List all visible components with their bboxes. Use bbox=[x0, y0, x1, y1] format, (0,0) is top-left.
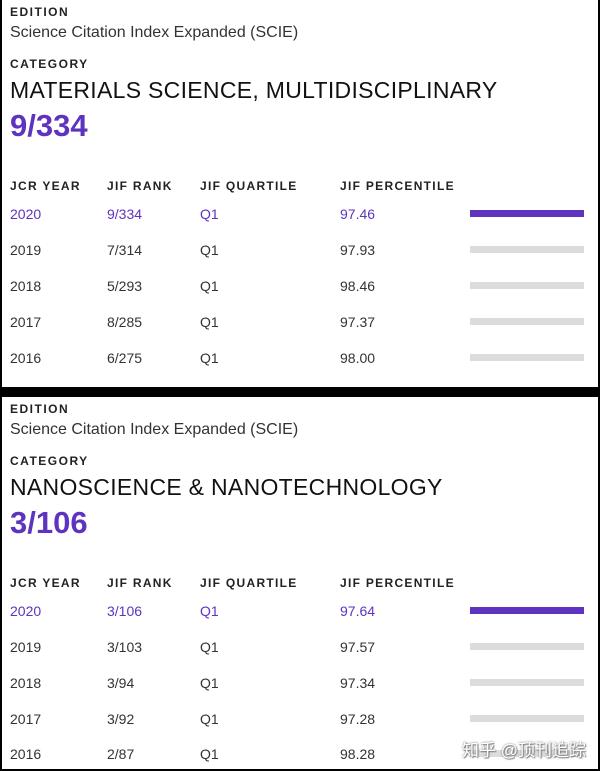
table-cell: Q1 bbox=[200, 314, 219, 330]
percentile-bar bbox=[470, 607, 584, 614]
table-cell: 97.64 bbox=[340, 603, 376, 619]
category-label: CATEGORY bbox=[10, 454, 89, 468]
table-cell: 2019 bbox=[10, 639, 42, 655]
edition-label: EDITION bbox=[10, 402, 70, 416]
jcr-panel-nanoscience: EDITION Science Citation Index Expanded (… bbox=[2, 397, 598, 769]
table-cell: 7/314 bbox=[107, 242, 143, 258]
percentile-bar bbox=[470, 318, 584, 325]
table-cell: 97.37 bbox=[340, 314, 376, 330]
table-cell: 98.46 bbox=[340, 278, 376, 294]
table-cell: 3/94 bbox=[107, 675, 135, 691]
table-cell: Q1 bbox=[200, 278, 219, 294]
edition-value: Science Citation Index Expanded (SCIE) bbox=[10, 24, 299, 41]
percentile-bar bbox=[470, 750, 584, 757]
table-cell: 2017 bbox=[10, 711, 42, 727]
table-cell: 6/275 bbox=[107, 350, 143, 366]
table-cell: Q1 bbox=[200, 350, 219, 366]
table-cell: Q1 bbox=[200, 675, 219, 691]
table-cell: 2016 bbox=[10, 746, 42, 762]
table-cell: Q1 bbox=[200, 603, 219, 619]
percentile-bar bbox=[470, 715, 584, 722]
category-name: NANOSCIENCE & NANOTECHNOLOGY bbox=[10, 474, 443, 500]
column-header: JIF QUARTILE bbox=[200, 179, 298, 193]
column-header: JIF PERCENTILE bbox=[340, 576, 455, 590]
table-cell: Q1 bbox=[200, 242, 219, 258]
table-cell: 5/293 bbox=[107, 278, 143, 294]
percentile-bar bbox=[470, 210, 584, 217]
table-cell: 98.28 bbox=[340, 746, 376, 762]
table-cell: 98.00 bbox=[340, 350, 376, 366]
table-cell: 97.93 bbox=[340, 242, 376, 258]
table-cell: 2020 bbox=[10, 206, 42, 222]
column-header: JIF RANK bbox=[107, 179, 173, 193]
column-header: JCR YEAR bbox=[10, 179, 81, 193]
table-cell: 2019 bbox=[10, 242, 42, 258]
percentile-bar bbox=[470, 354, 584, 361]
table-cell: 2018 bbox=[10, 675, 42, 691]
table-cell: Q1 bbox=[200, 206, 219, 222]
table-cell: 2016 bbox=[10, 350, 42, 366]
column-header: JIF RANK bbox=[107, 576, 173, 590]
watermark: 知乎 @顶刊追踪 bbox=[462, 741, 586, 760]
table-cell: 97.46 bbox=[340, 206, 376, 222]
column-header: JIF QUARTILE bbox=[200, 576, 298, 590]
column-header: JIF PERCENTILE bbox=[340, 179, 455, 193]
percentile-bar bbox=[470, 246, 584, 253]
table-cell: 3/92 bbox=[107, 711, 135, 727]
category-label: CATEGORY bbox=[10, 57, 89, 71]
percentile-bar bbox=[470, 643, 584, 650]
percentile-bar bbox=[470, 282, 584, 289]
category-name: MATERIALS SCIENCE, MULTIDISCIPLINARY bbox=[10, 77, 498, 103]
table-cell: 97.34 bbox=[340, 675, 376, 691]
edition-label: EDITION bbox=[10, 5, 70, 19]
category-rank: 3/106 bbox=[10, 505, 88, 540]
table-cell: Q1 bbox=[200, 746, 219, 762]
table-cell: Q1 bbox=[200, 639, 219, 655]
table-cell: 97.28 bbox=[340, 711, 376, 727]
category-rank: 9/334 bbox=[10, 108, 88, 143]
edition-value: Science Citation Index Expanded (SCIE) bbox=[10, 421, 299, 438]
table-cell: 2017 bbox=[10, 314, 42, 330]
table-cell: Q1 bbox=[200, 711, 219, 727]
table-cell: 97.57 bbox=[340, 639, 376, 655]
table-cell: 2020 bbox=[10, 603, 42, 619]
table-cell: 8/285 bbox=[107, 314, 143, 330]
table-cell: 3/106 bbox=[107, 603, 143, 619]
percentile-bar bbox=[470, 679, 584, 686]
column-header: JCR YEAR bbox=[10, 576, 81, 590]
table-cell: 9/334 bbox=[107, 206, 143, 222]
jcr-panel-materials-science: EDITION Science Citation Index Expanded (… bbox=[2, 0, 598, 387]
table-cell: 2018 bbox=[10, 278, 42, 294]
table-cell: 3/103 bbox=[107, 639, 143, 655]
table-cell: 2/87 bbox=[107, 746, 135, 762]
